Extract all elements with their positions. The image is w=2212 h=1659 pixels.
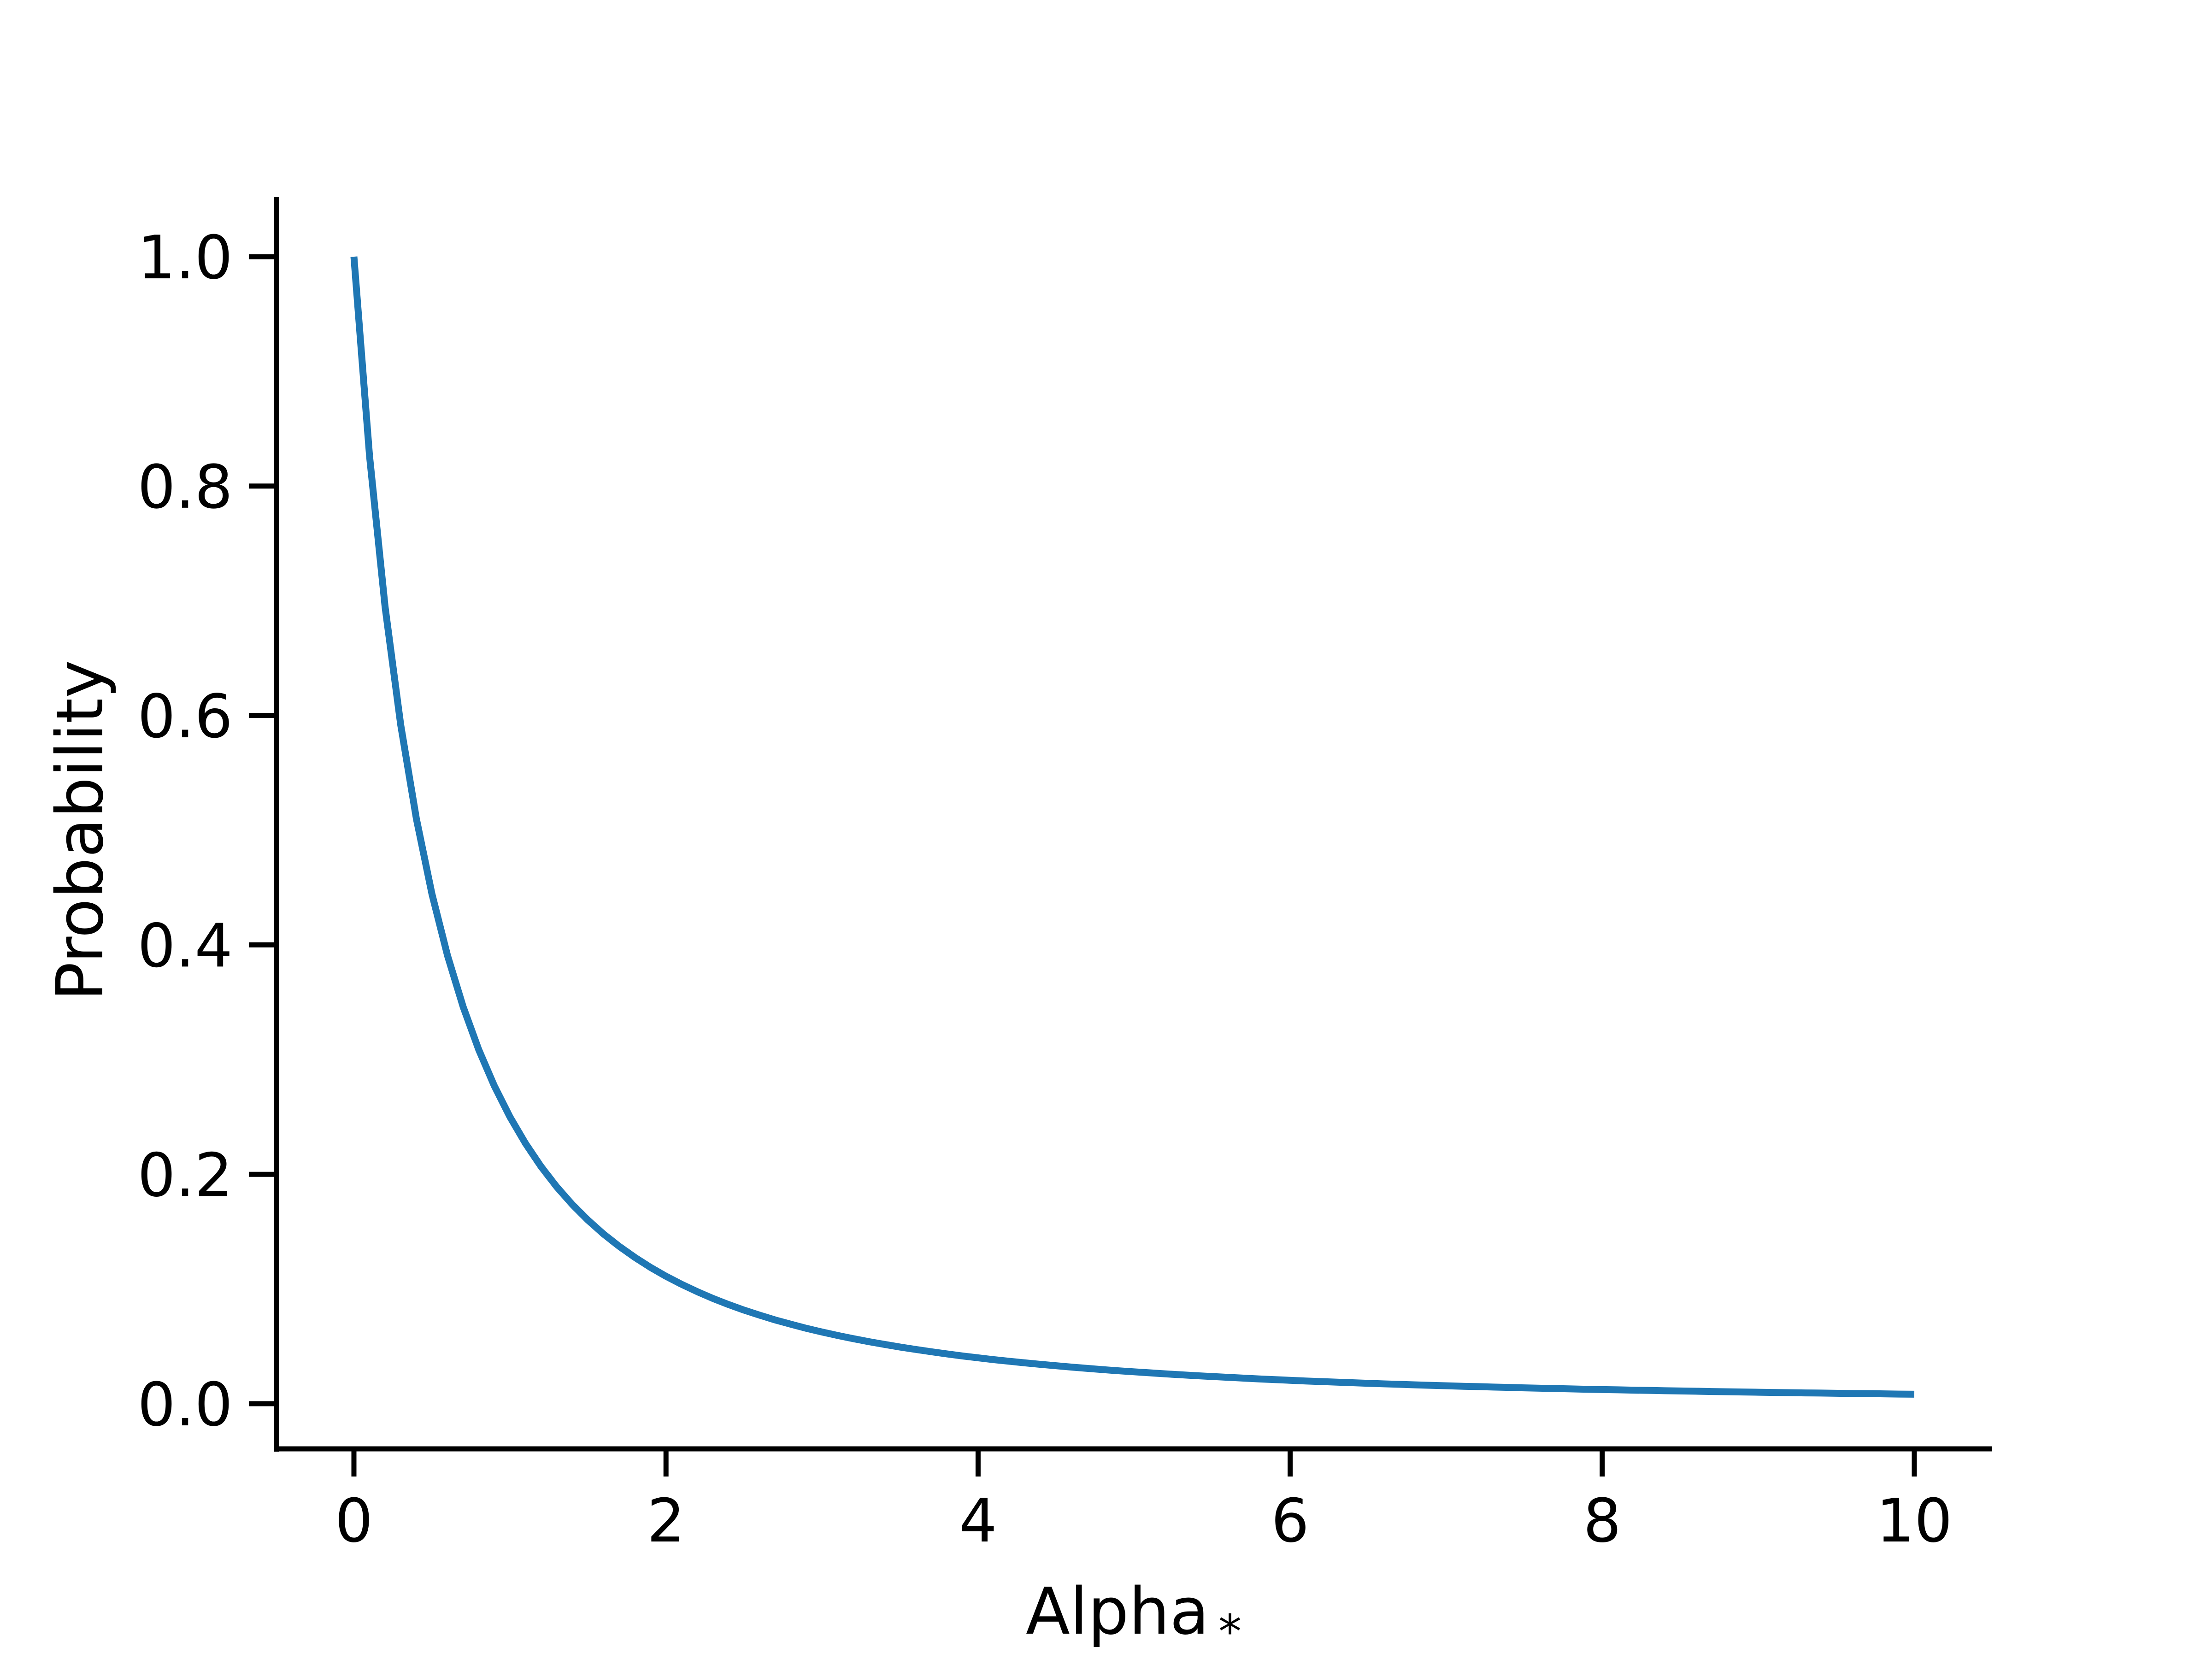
y-tick-label: 0.6: [137, 682, 233, 752]
series-line: [350, 256, 1915, 1398]
x-tick-label: 10: [1876, 1486, 1952, 1556]
x-axis-label: Alpha *: [1026, 1574, 1241, 1659]
x-axis-label-subscript: *: [1218, 1605, 1241, 1659]
y-axis-label: Probability: [43, 660, 118, 1001]
x-tick-label: 2: [647, 1486, 685, 1556]
x-tick-label: 0: [335, 1486, 373, 1556]
y-tick-label: 0.0: [137, 1370, 233, 1440]
y-tick-label: 0.8: [137, 452, 233, 522]
x-tick-label: 4: [959, 1486, 997, 1556]
y-tick-label: 0.4: [137, 911, 233, 981]
x-tick-label: 8: [1583, 1486, 1621, 1556]
y-tick-label: 0.2: [137, 1140, 233, 1210]
x-tick-label: 6: [1271, 1486, 1309, 1556]
y-tick-label: 1.0: [137, 223, 233, 293]
